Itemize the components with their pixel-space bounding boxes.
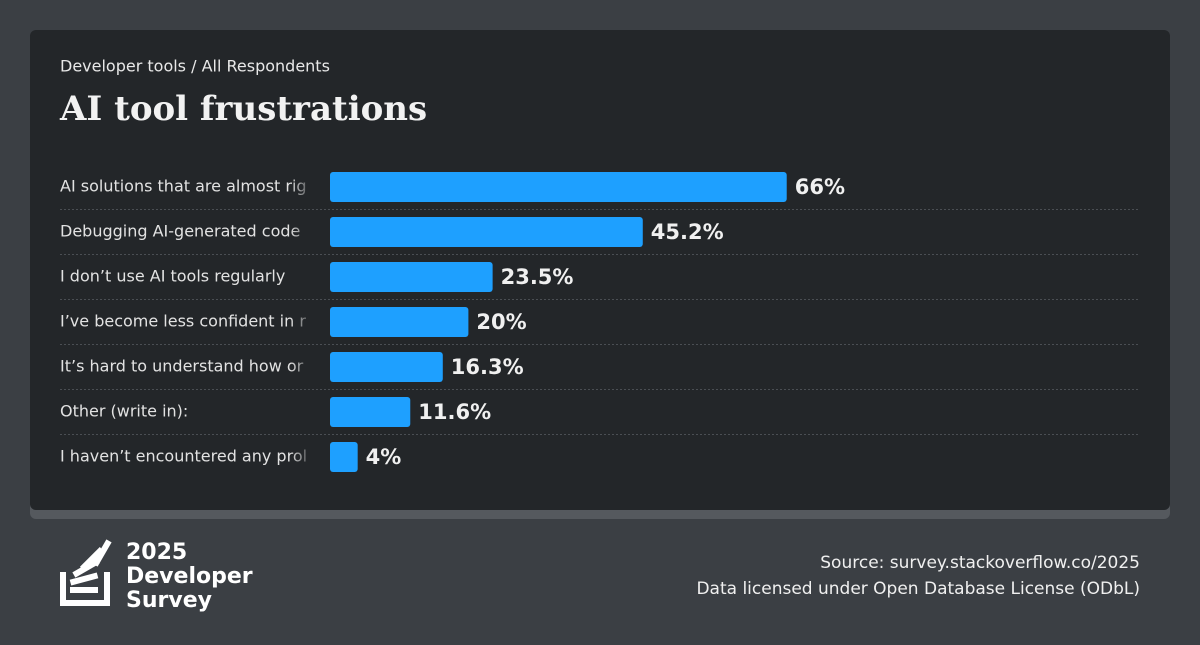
plot: 66% 45.2% 23.5% 20% 16.3% 11.6% 4% <box>60 172 1140 472</box>
value-label: 23.5% <box>501 265 574 289</box>
bar <box>330 307 469 337</box>
logo-bar <box>92 539 112 567</box>
logo-bar <box>70 587 98 593</box>
bar <box>330 217 643 247</box>
logo-tray <box>60 572 110 606</box>
label-fade <box>290 160 315 480</box>
value-label: 4% <box>366 445 402 469</box>
value-label: 45.2% <box>651 220 724 244</box>
value-label: 11.6% <box>418 400 491 424</box>
category-labels: AI solutions that are almost rig Debuggin… <box>60 177 307 466</box>
logo-text: Survey <box>126 588 212 613</box>
chart-title: AI tool frustrations <box>59 89 427 129</box>
value-label: 20% <box>476 310 526 334</box>
logo-bar <box>69 572 99 586</box>
bar <box>330 172 787 202</box>
category-label: Other (write in): <box>60 402 188 421</box>
bar <box>330 442 358 472</box>
logo-text: 2025 <box>126 540 187 565</box>
value-label: 66% <box>795 175 845 199</box>
category-label: Debugging AI-generated code <box>60 222 300 241</box>
value-label: 16.3% <box>451 355 524 379</box>
logo-bar <box>79 546 105 572</box>
category-label: I’ve become less confident in r <box>60 312 306 331</box>
bar <box>330 262 493 292</box>
license: Data licensed under Open Database Licens… <box>696 579 1140 599</box>
category-label: AI solutions that are almost rig <box>60 177 307 196</box>
category-label: I don’t use AI tools regularly <box>60 267 285 286</box>
bar <box>330 397 411 427</box>
bar <box>330 352 443 382</box>
logo-text: Developer <box>126 564 253 589</box>
category-label: I haven’t encountered any prol <box>60 447 307 466</box>
chart-subtitle: Developer tools / All Respondents <box>60 57 330 76</box>
logo: 2025 Developer Survey <box>60 539 253 613</box>
category-label: It’s hard to understand how or <box>60 357 304 376</box>
source: Source: survey.stackoverflow.co/2025 <box>820 553 1140 573</box>
